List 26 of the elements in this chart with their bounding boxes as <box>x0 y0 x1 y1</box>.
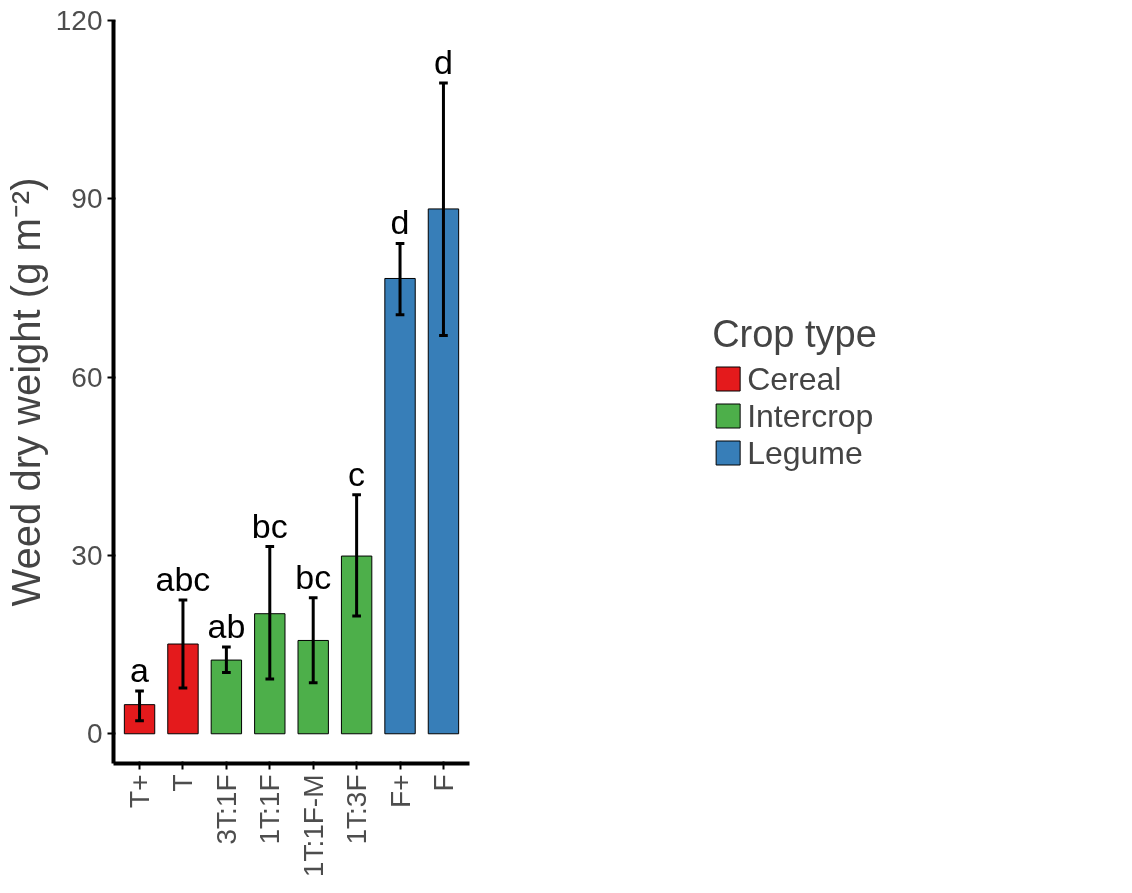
x-tick-label: 1T:1F-M <box>297 774 329 878</box>
legend-label: Intercrop <box>747 397 874 434</box>
y-axis-title: Weed dry weight (g m⁻²) <box>3 177 48 607</box>
y-tick-label: 120 <box>55 5 103 36</box>
y-tick-label: 60 <box>71 361 103 393</box>
legend-title: Crop type <box>712 312 877 355</box>
x-tick-label: 1T:1F <box>254 774 286 845</box>
annotation: d <box>390 203 410 242</box>
annotation: abc <box>155 560 211 599</box>
x-tick-label: T+ <box>124 774 156 808</box>
annotation: ab <box>207 607 246 645</box>
x-tick-label: T <box>167 774 199 792</box>
x-tick-label: F <box>427 774 459 792</box>
annotation: bc <box>295 557 332 596</box>
annotation: bc <box>251 506 288 545</box>
legend-label: Cereal <box>747 360 842 397</box>
y-tick-label: 0 <box>86 718 103 750</box>
legend-label: Legume <box>747 434 863 471</box>
y-tick-label: 90 <box>71 183 103 215</box>
annotation: c <box>348 454 366 493</box>
x-tick-label: F+ <box>384 774 416 808</box>
y-tick-label: 30 <box>71 539 103 571</box>
x-tick-label: 3T:1F <box>210 774 242 845</box>
annotation: a <box>130 650 150 689</box>
x-tick-label: 1T:3F <box>341 774 373 845</box>
annotation: d <box>434 42 453 81</box>
